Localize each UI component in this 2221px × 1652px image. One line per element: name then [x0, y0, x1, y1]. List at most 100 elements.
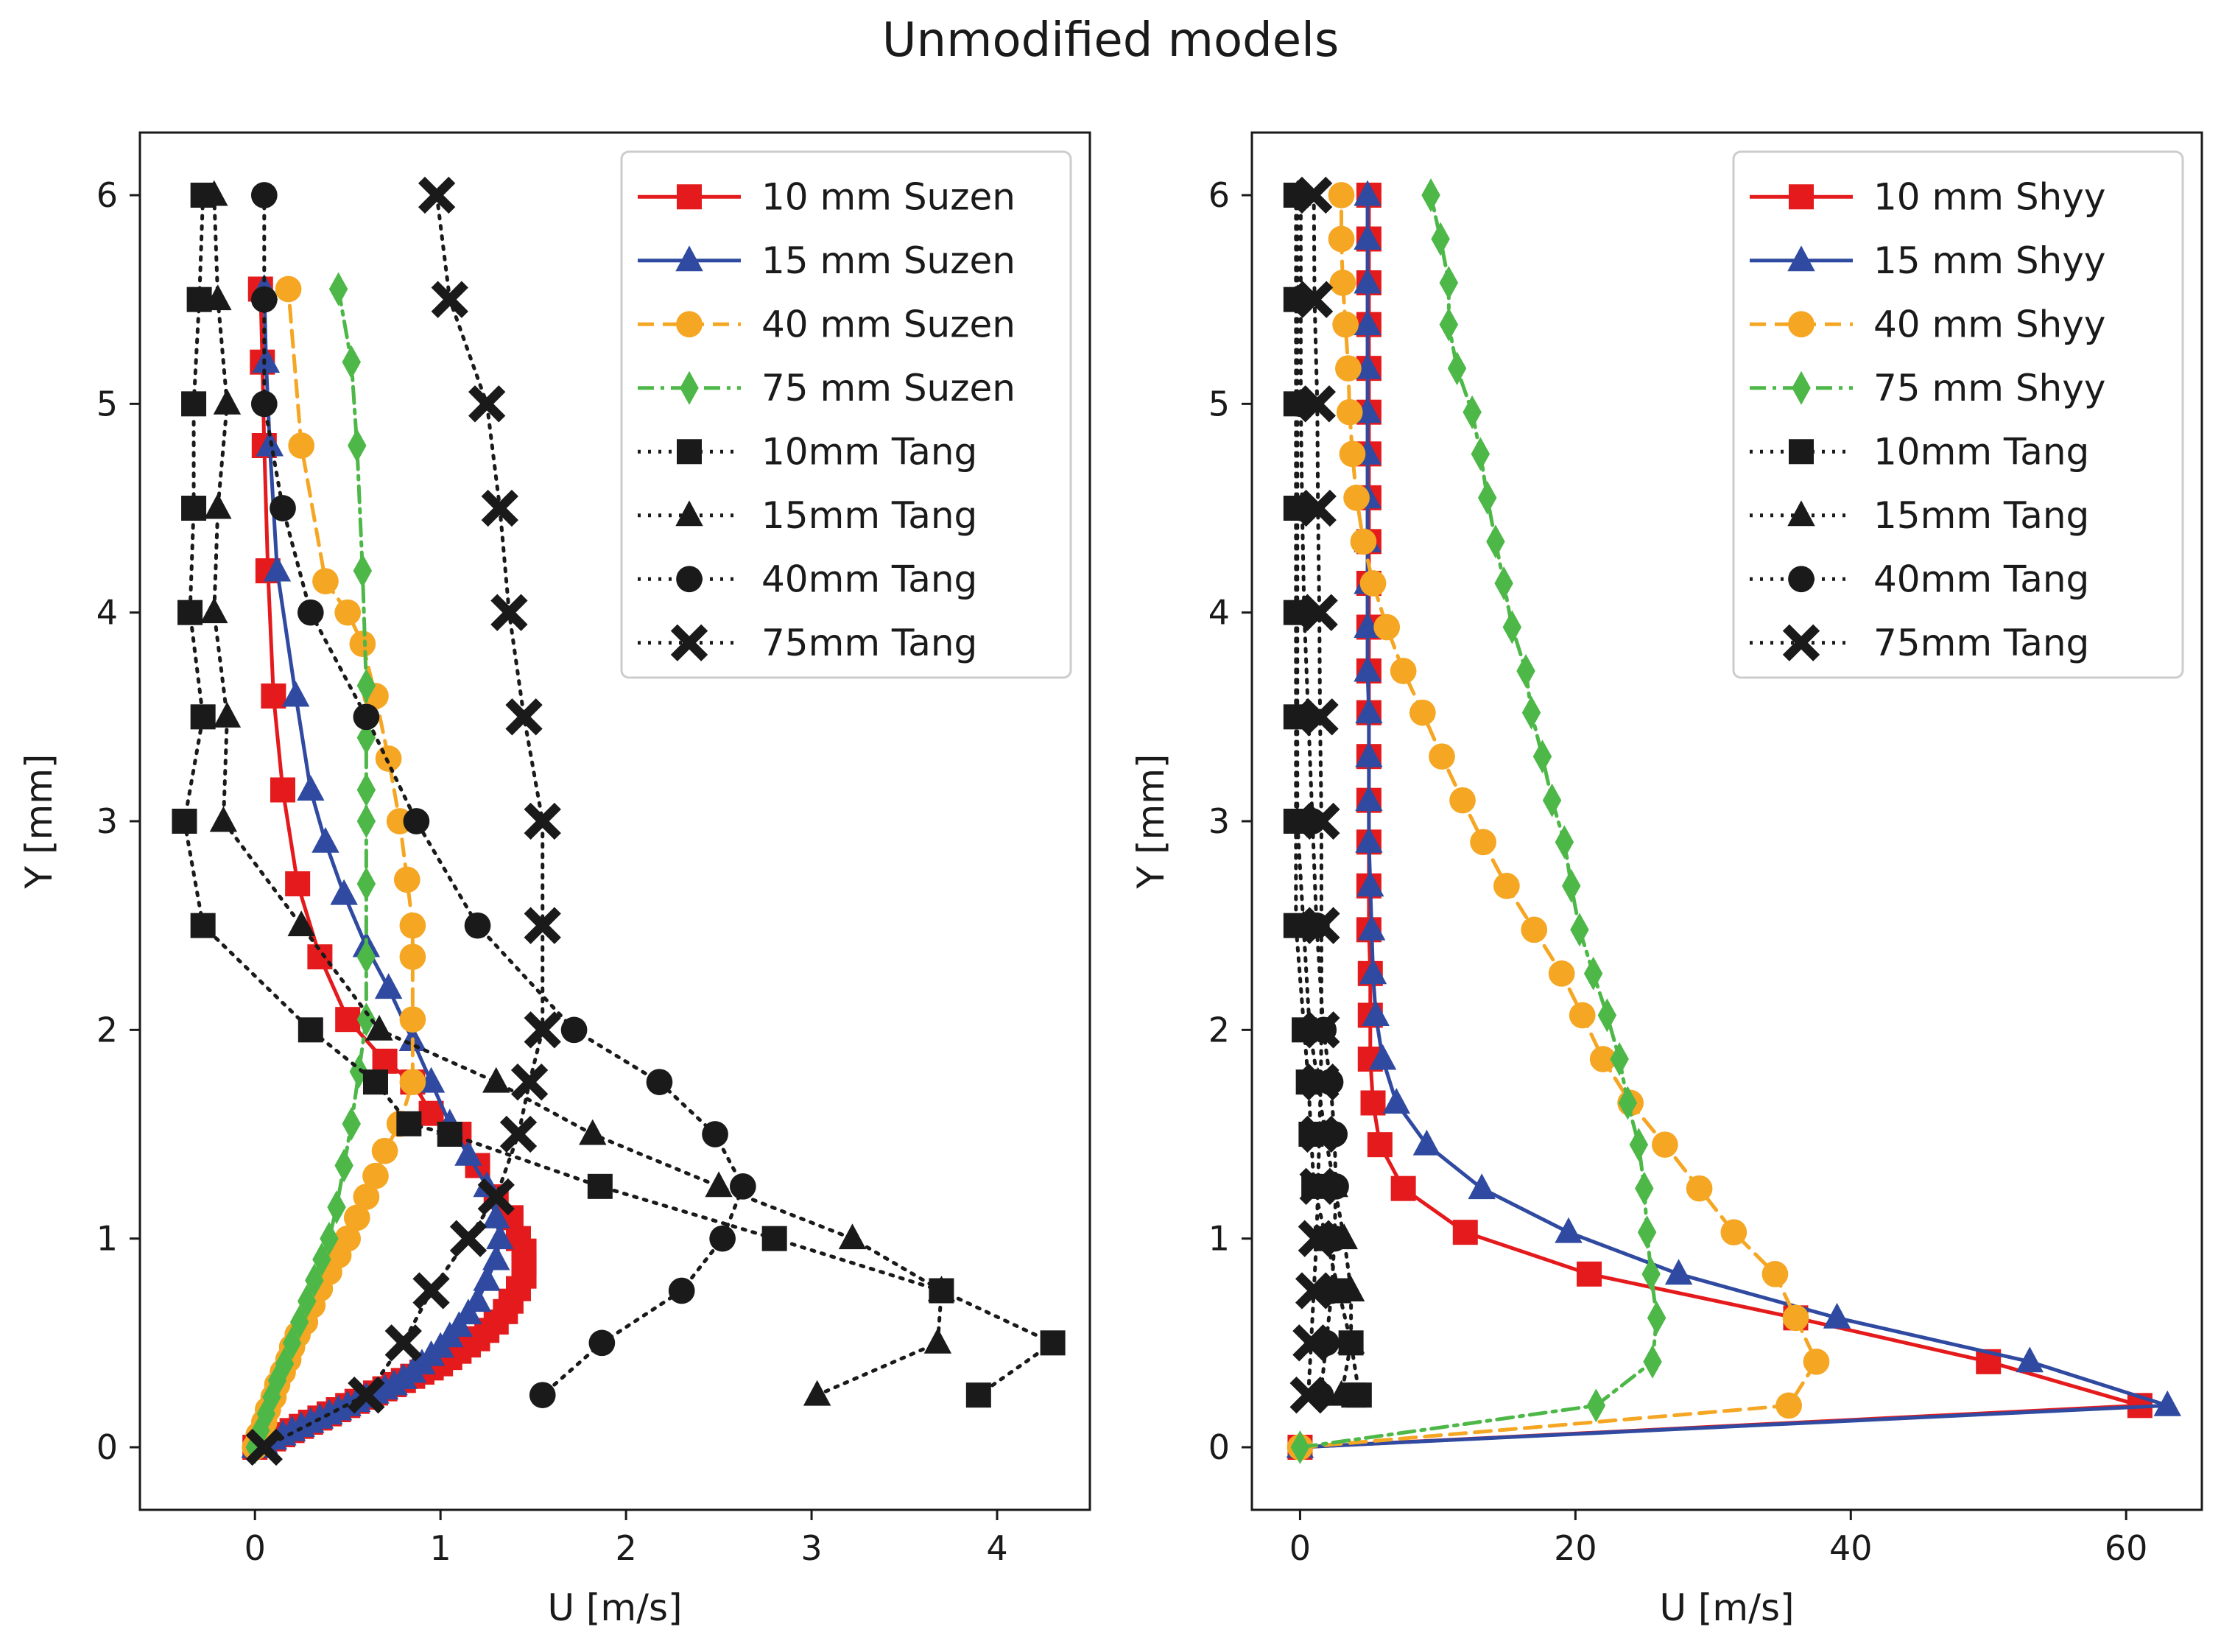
panel-left-ylabel: Y [mm] [18, 754, 60, 890]
panel-left-legend-entry-marker [677, 439, 702, 465]
panel-right-legend-entry-marker [1789, 184, 1814, 210]
panel-right-legend-entry-label: 10mm Tang [1873, 430, 2089, 473]
panel-right-series-75-mm-shyy-point [1635, 1171, 1654, 1206]
panel-right-legend-entry-marker [1787, 500, 1815, 527]
panel-left-xlabel: U [m/s] [547, 1586, 682, 1629]
panel-left-series-75-mm-suzen-point [312, 1242, 331, 1276]
panel-left-series-40-mm-suzen-point [275, 275, 302, 303]
panel-right-xtick-label: 20 [1554, 1528, 1597, 1568]
panel-right-series-75-mm-shyy-point [1647, 1301, 1666, 1335]
panel-right-series-15-mm-shyy [1286, 180, 2181, 1458]
panel-right-series-40-mm-shyy-point [1782, 1304, 1809, 1332]
panel-right-series-40-mm-shyy-point [1720, 1219, 1747, 1246]
panel-right-series-75-mm-shyy [1290, 178, 1666, 1464]
panel-right-series-75-mm-shyy-point [1583, 956, 1603, 991]
panel-right-legend-entry-label: 15mm Tang [1873, 494, 2089, 537]
panel-right-series-15-mm-shyy-point [1664, 1259, 1693, 1285]
panel-right-legend-entry-marker [1789, 439, 1814, 465]
panel-left-series-10mm-tang-point [396, 1111, 422, 1136]
panel-left-series-40mm-tang-point [560, 1016, 588, 1044]
panel-left-series-15-mm-suzen-point [263, 555, 292, 582]
panel-left-series-40-mm-suzen-point [334, 1225, 362, 1252]
panel-left-series-40mm-tang-point [403, 808, 430, 834]
panel-right-series-75mm-tang-point [1303, 1011, 1340, 1049]
panel-left-series-15mm-tang-point [213, 701, 242, 728]
panel-right-series-75mm-tang-line [1306, 193, 1323, 1397]
panel-right-legend-entry-marker [1787, 245, 1815, 272]
panel-left-xtick-label: 1 [430, 1528, 451, 1568]
panel-right-series-15-mm-shyy-point [2153, 1390, 2181, 1416]
panel-right-series-10-mm-shyy-point [1577, 1261, 1602, 1287]
panel-left-series-40mm-tang-point [270, 495, 296, 521]
panel-left-series-15-mm-suzen-point [311, 826, 339, 853]
panel-left-series-75-mm-suzen-point [356, 867, 376, 901]
panel-right-series-75mm-tang-point [1299, 489, 1337, 527]
panel-right-series-75mm-tang-point [1302, 1064, 1340, 1101]
panel-right-series-15-mm-shyy-point [1354, 180, 1381, 206]
panel-left-legend-entry: 10mm Tang [638, 430, 977, 473]
panel-left-series-40mm-tang-point [588, 1329, 616, 1357]
panel-right-ytick-label: 4 [1208, 593, 1230, 633]
panel-right-series-40-mm-shyy-point [1686, 1175, 1713, 1202]
panel-left-series-15-mm-suzen [241, 274, 514, 1458]
panel-left-series-15mm-tang-point [204, 493, 232, 519]
panel-right-series-40-mm-shyy-point [1359, 570, 1387, 597]
panel-right-series-40-mm-shyy-point [1449, 787, 1476, 814]
panel-right-legend-entry-marker [1788, 311, 1815, 338]
panel-right-series-75-mm-shyy-point [1555, 825, 1574, 860]
panel-right-series-15-mm-shyy-point [1359, 958, 1387, 985]
panel-right-series-40-mm-shyy-point [1328, 225, 1355, 253]
panel-left-series-40mm-tang-point [353, 703, 380, 731]
panel-left-legend-entry-marker [677, 184, 702, 210]
panel-right-series-15-mm-shyy-point [1354, 655, 1381, 682]
panel-left-series-40-mm-suzen-point [399, 943, 426, 971]
panel-left-legend-entry: 40 mm Suzen [638, 303, 1016, 345]
panel-left-legend-entry-marker [676, 566, 703, 593]
panel-left-series-75-mm-suzen-point [342, 1106, 361, 1141]
panel-left-series-15-mm-suzen-point [463, 1286, 492, 1312]
panel-right-legend: 10 mm Shyy 15 mm Shyy 40 mm Shyy 75 mm Shyy… [1732, 150, 2184, 679]
panel-left-series-75mm-tang-point [490, 594, 528, 631]
panel-left-series-75mm-tang-point [245, 1428, 283, 1466]
panel-left-xtick-label: 2 [615, 1528, 636, 1568]
panel-left-legend-entry-label: 10 mm Suzen [761, 175, 1016, 218]
panel-right-series-15-mm-shyy-point [1555, 1217, 1583, 1243]
panel-left-ytick-label: 4 [96, 593, 118, 633]
panel-left-legend-entry-marker [676, 311, 703, 338]
panel-right-series-75mm-tang-point [1298, 385, 1336, 423]
panel-right-series-15-mm-shyy-point [1357, 914, 1386, 941]
panel-left-series-10mm-tang-point [362, 1069, 388, 1095]
panel-right-ytick-label: 2 [1208, 1010, 1230, 1050]
panel-right-legend-entry: 15 mm Shyy [1750, 239, 2105, 282]
panel-left-series-75-mm-suzen-point [356, 1002, 376, 1037]
panel-right-ylabel: Y [mm] [1130, 754, 1172, 890]
panel-right-series-75mm-tang-point [1298, 1220, 1336, 1257]
panel-left-series-10mm-tang [172, 183, 1066, 1408]
panel-right-series-75mm-tang-point [1303, 802, 1340, 840]
panel-right-series-40-mm-shyy-point [1470, 829, 1496, 856]
panel-right-ytick-label: 3 [1208, 801, 1230, 841]
panel-left-series-15mm-tang-point [209, 806, 238, 832]
panel-left-series-10mm-tang-point [190, 913, 216, 938]
panel-left-series-40mm-tang-point [464, 912, 491, 939]
panel-left-legend-entry-label: 15mm Tang [761, 494, 977, 537]
panel-right-series-75-mm-shyy-point [1610, 1042, 1629, 1076]
panel-left-series-10-mm-suzen-point [270, 777, 296, 803]
panel-left-legend-entry-marker [670, 624, 708, 661]
panel-right-series-75-mm-shyy-point [1570, 913, 1589, 947]
panel-left-legend-entry-label: 10mm Tang [761, 430, 977, 473]
panel-left-series-15mm-tang-point [923, 1327, 952, 1354]
panel-right-legend-entry: 15mm Tang [1750, 494, 2089, 537]
panel-right-legend-entry-label: 10 mm Shyy [1873, 175, 2105, 218]
panel-left-ytick-label: 5 [96, 384, 118, 423]
panel-left-legend-entry-marker [680, 370, 699, 405]
panel-right-ytick-label: 5 [1208, 384, 1230, 423]
panel-left-series-15-mm-suzen-point [281, 681, 310, 707]
panel-left-series-40-mm-suzen-point [399, 1006, 426, 1033]
panel-left-series-75mm-tang-point [468, 385, 506, 423]
panel-left-series-75-mm-suzen-point [282, 1326, 302, 1360]
panel-left-series-75-mm-suzen-point [334, 1148, 353, 1183]
panel-left-series-15mm-tang [200, 180, 956, 1406]
